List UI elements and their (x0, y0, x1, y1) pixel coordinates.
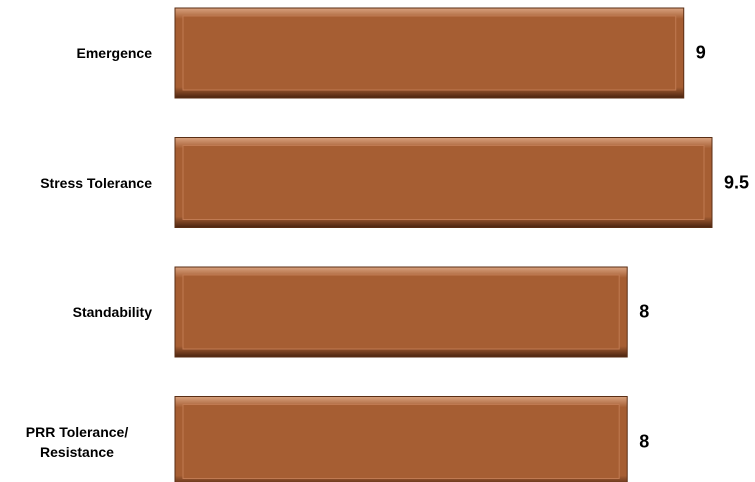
category-label-text: Standability (72, 304, 152, 320)
value-label: 8 (639, 301, 650, 322)
bar (174, 7, 685, 99)
category-label: Emergence (2, 43, 152, 63)
bar (174, 266, 628, 358)
category-label-text: PRR Tolerance/ Resistance (25, 423, 129, 460)
category-label-text: Emergence (76, 45, 152, 61)
category-label: Standability (2, 302, 152, 322)
value-label: 8 (639, 431, 650, 451)
category-label-text: Stress Tolerance (40, 174, 152, 191)
bar (174, 396, 628, 482)
value-label: 9 (695, 42, 706, 63)
category-label: Stress Tolerance (2, 173, 152, 193)
value-label: 9.5 (724, 172, 750, 192)
bar (174, 137, 713, 228)
category-label: PRR Tolerance/ Resistance (2, 422, 152, 462)
